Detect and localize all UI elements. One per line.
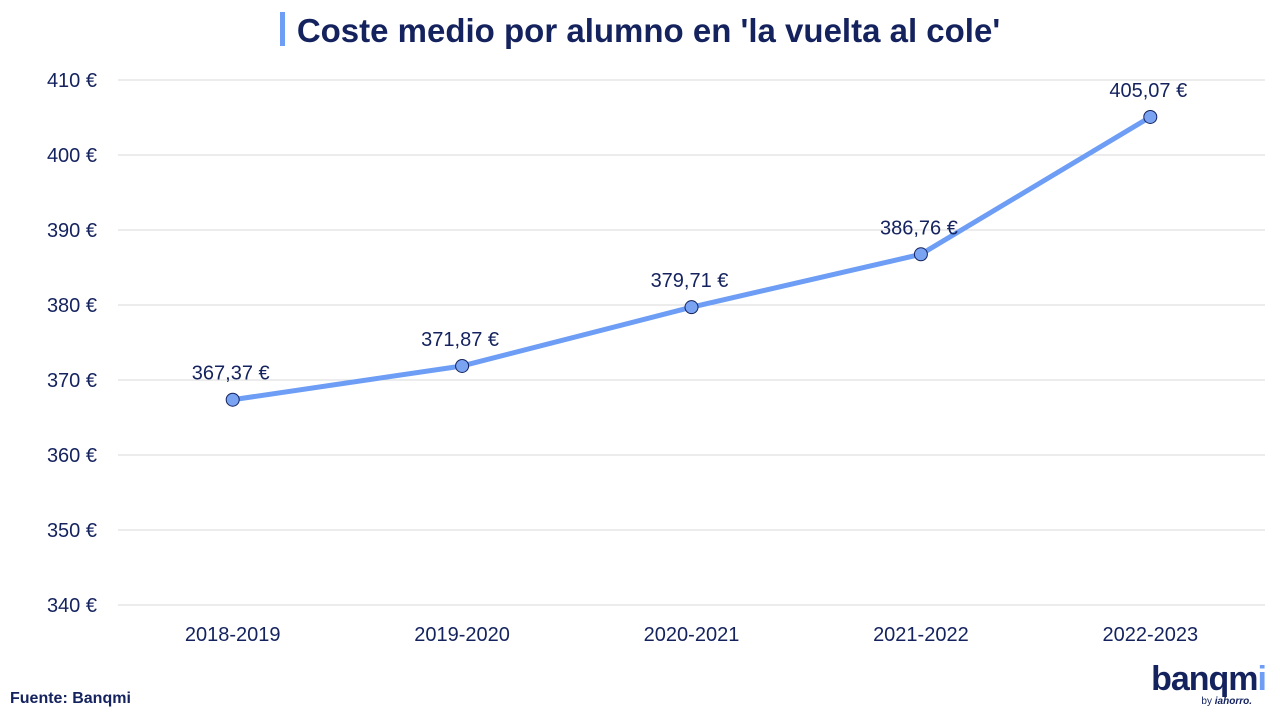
y-tick-label: 400 €	[47, 145, 97, 167]
series-line	[230, 114, 1153, 403]
data-labels: 367,37 € 371,87 € 379,71 € 386,76 € 405,07 €	[192, 80, 1187, 385]
data-label: 379,71 €	[651, 270, 729, 292]
data-point	[913, 247, 928, 262]
logo-wordmark: banqmi	[1151, 660, 1267, 698]
y-axis-ticks: 340 € 350 € 360 € 370 € 380 € 390 € 400 € 410 €	[47, 70, 97, 617]
y-tick-label: 350 €	[47, 520, 97, 542]
banqmi-logo: banqmi by iahorro.	[1126, 660, 1267, 708]
y-tick-label: 340 €	[47, 595, 97, 617]
x-tick-label: 2018-2019	[185, 624, 281, 646]
data-label: 371,87 €	[421, 329, 499, 351]
data-label: 386,76 €	[880, 217, 958, 239]
y-tick-label: 370 €	[47, 370, 97, 392]
x-tick-label: 2019-2020	[414, 624, 510, 646]
y-tick-label: 390 €	[47, 220, 97, 242]
series-line-layer	[230, 114, 1153, 403]
data-point	[225, 392, 240, 407]
y-tick-label: 380 €	[47, 295, 97, 317]
x-tick-label: 2020-2021	[644, 624, 740, 646]
title-accent-bar	[279, 12, 285, 46]
data-points	[225, 109, 1158, 407]
data-point	[1143, 109, 1158, 124]
x-tick-label: 2022-2023	[1102, 624, 1198, 646]
logo-byline: by iahorro.	[1201, 696, 1252, 707]
data-label: 367,37 €	[192, 363, 270, 385]
source-note: Fuente: Banqmi	[10, 690, 131, 707]
x-axis-ticks: 2018-2019 2019-2020 2020-2021 2021-2022 2022…	[185, 624, 1198, 646]
gridlines	[118, 79, 1265, 606]
chart-title: Coste medio por alumno en 'la vuelta al …	[0, 12, 1280, 50]
y-tick-label: 360 €	[47, 445, 97, 467]
chart-title-text: Coste medio por alumno en 'la vuelta al …	[296, 12, 1001, 49]
x-tick-label: 2021-2022	[873, 624, 969, 646]
y-tick-label: 410 €	[47, 70, 97, 92]
data-point	[684, 300, 699, 315]
data-label: 405,07 €	[1109, 80, 1187, 102]
data-point	[455, 358, 470, 373]
